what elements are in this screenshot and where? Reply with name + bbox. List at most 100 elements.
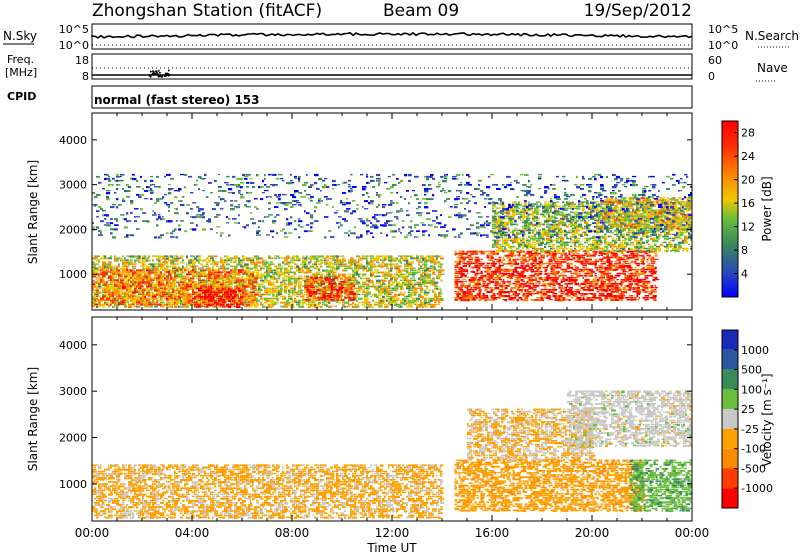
power-cell bbox=[200, 295, 203, 298]
power-cell bbox=[382, 275, 387, 277]
power-cell bbox=[206, 281, 208, 284]
power-cell bbox=[298, 293, 302, 296]
power-cell bbox=[288, 265, 290, 268]
power-cell bbox=[358, 275, 361, 278]
power-cell bbox=[220, 283, 224, 286]
power-cell bbox=[142, 289, 146, 291]
power-cell bbox=[480, 252, 485, 255]
power-cell bbox=[204, 281, 208, 284]
power-cell bbox=[332, 295, 336, 298]
power-cell bbox=[594, 264, 597, 267]
power-cell bbox=[140, 283, 143, 285]
power-cell bbox=[342, 286, 346, 289]
power-cell bbox=[116, 257, 121, 260]
power-cell bbox=[486, 270, 490, 273]
power-cell bbox=[572, 256, 576, 259]
power-cell bbox=[366, 285, 368, 288]
power-cell bbox=[620, 295, 623, 298]
power-cell bbox=[290, 289, 294, 292]
power-cell bbox=[92, 299, 96, 302]
power-cell bbox=[600, 258, 604, 261]
power-cell bbox=[630, 252, 635, 255]
power-cell bbox=[330, 275, 332, 277]
power-cell bbox=[556, 295, 559, 297]
power-cell bbox=[118, 271, 123, 274]
power-cell bbox=[344, 259, 346, 262]
power-cell bbox=[180, 293, 185, 295]
power-cell bbox=[538, 297, 542, 299]
power-cell bbox=[340, 295, 343, 297]
power-cell bbox=[234, 281, 237, 284]
power-cell bbox=[152, 301, 156, 304]
power-cell bbox=[180, 275, 184, 278]
power-cell bbox=[520, 282, 524, 285]
power-cell bbox=[388, 257, 392, 259]
power-cell bbox=[560, 289, 563, 291]
power-cell bbox=[588, 293, 592, 295]
power-cell bbox=[386, 285, 388, 288]
power-cell bbox=[642, 284, 645, 287]
power-cell bbox=[342, 273, 347, 276]
power-cell bbox=[600, 291, 605, 293]
power-cell bbox=[128, 259, 132, 261]
power-cell bbox=[234, 293, 236, 296]
power-cell bbox=[584, 293, 588, 295]
power-cell bbox=[216, 301, 219, 304]
power-cell bbox=[294, 259, 298, 261]
power-cell bbox=[626, 260, 629, 263]
power-cell bbox=[540, 295, 543, 298]
power-cell bbox=[400, 293, 403, 296]
power-cell bbox=[156, 273, 158, 276]
freq-unit: [MHz] bbox=[5, 66, 37, 79]
power-cell bbox=[528, 280, 534, 283]
power-cell bbox=[282, 289, 286, 292]
power-cell bbox=[404, 281, 408, 284]
power-cell bbox=[114, 285, 119, 287]
power-cell bbox=[438, 301, 441, 304]
power-cell bbox=[602, 289, 607, 292]
power-cell bbox=[276, 279, 278, 282]
power-cell bbox=[462, 250, 465, 253]
power-cell bbox=[610, 286, 615, 290]
power-cell bbox=[316, 280, 320, 284]
power-cell bbox=[516, 295, 519, 297]
power-cell bbox=[474, 289, 477, 291]
power-cell bbox=[252, 275, 255, 277]
power-cell bbox=[222, 277, 225, 279]
power-cell bbox=[598, 299, 602, 301]
power-cell bbox=[144, 267, 147, 269]
power-cell bbox=[404, 273, 406, 276]
power-cell bbox=[208, 291, 210, 293]
power-cell bbox=[460, 266, 463, 269]
power-cell bbox=[218, 275, 220, 277]
power-cell bbox=[330, 286, 334, 290]
power-cell bbox=[212, 277, 215, 279]
power-cell bbox=[270, 299, 274, 302]
power-cell bbox=[160, 305, 165, 308]
power-cell bbox=[390, 299, 393, 302]
power-cell bbox=[264, 261, 268, 264]
power-cell bbox=[328, 261, 333, 264]
power-cell bbox=[402, 303, 405, 305]
power-cell bbox=[260, 267, 263, 270]
power-cell bbox=[460, 289, 464, 292]
power-cell bbox=[102, 305, 105, 308]
power-cell bbox=[342, 280, 346, 283]
power-cell bbox=[204, 273, 207, 276]
power-cell bbox=[356, 305, 360, 308]
power-cell bbox=[142, 267, 146, 270]
power-cell bbox=[152, 285, 155, 287]
power-cell bbox=[212, 303, 216, 306]
power-cell bbox=[260, 295, 263, 298]
power-cell bbox=[592, 250, 596, 253]
power-cell bbox=[318, 276, 322, 279]
power-cell bbox=[310, 281, 313, 284]
power-cell bbox=[162, 269, 165, 271]
power-cell bbox=[244, 283, 248, 286]
power-cell bbox=[430, 299, 433, 302]
power-cell bbox=[390, 267, 393, 270]
power-cell bbox=[590, 260, 595, 264]
power-cell bbox=[306, 280, 309, 283]
power-cell bbox=[496, 276, 499, 279]
freq-mark bbox=[163, 75, 166, 78]
